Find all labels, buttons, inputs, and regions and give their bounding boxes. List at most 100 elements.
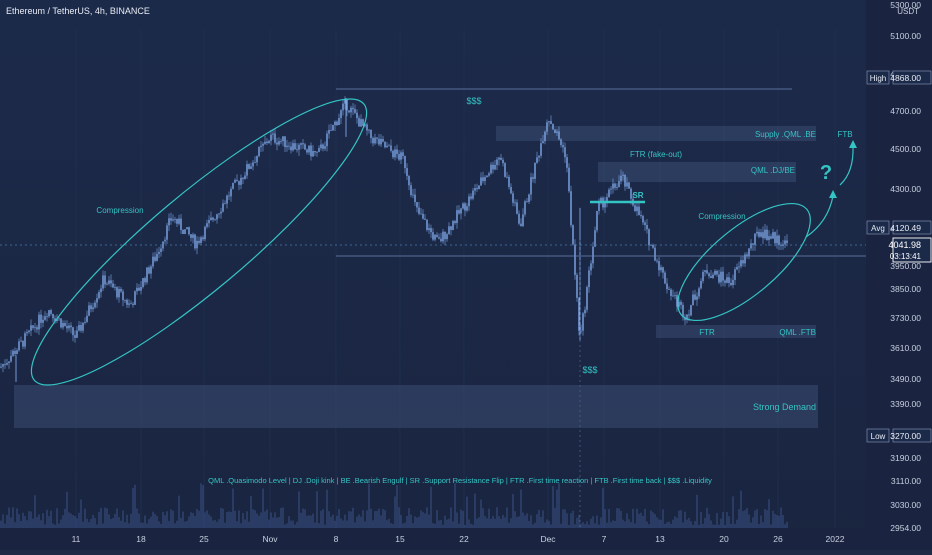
candle-body — [624, 174, 626, 187]
candle-body — [458, 210, 460, 214]
volume-bar — [484, 515, 486, 528]
volume-bar — [618, 508, 620, 528]
candle-body — [302, 143, 304, 145]
candle-body — [134, 291, 136, 305]
volume-bar — [432, 523, 434, 528]
candle-body — [702, 271, 704, 281]
volume-bar — [282, 507, 284, 528]
candle-body — [84, 321, 86, 323]
candle-body — [186, 227, 188, 230]
volume-bar — [114, 514, 116, 528]
candle-body — [54, 318, 56, 322]
candle-body — [324, 146, 326, 149]
candle-body — [34, 327, 36, 329]
avg-tag-box — [866, 220, 890, 235]
candle-body — [270, 134, 272, 141]
candle-body — [188, 227, 190, 235]
volume-bar — [278, 516, 280, 528]
volume-bar — [590, 518, 592, 528]
volume-bar — [690, 521, 692, 528]
volume-bar — [634, 523, 636, 528]
time-tick-label: 25 — [199, 534, 209, 544]
candle-body — [674, 295, 676, 296]
volume-bar — [500, 518, 502, 528]
candle-body — [86, 315, 88, 322]
volume-bar — [636, 508, 638, 528]
time-axis-panel[interactable] — [0, 528, 866, 550]
volume-bar — [654, 514, 656, 528]
volume-bar — [452, 521, 454, 528]
candle-body — [378, 138, 380, 145]
candle-body — [518, 213, 520, 224]
volume-bar — [78, 512, 80, 528]
candle-body — [46, 316, 48, 318]
volume-bar — [394, 496, 396, 528]
candle-body — [68, 325, 70, 329]
candle-body — [170, 218, 172, 221]
candle-body — [532, 177, 534, 179]
volume-bar — [672, 519, 674, 528]
candle-body — [300, 143, 302, 145]
candle-body — [90, 305, 92, 310]
candle-body — [248, 164, 250, 169]
candle-body — [164, 239, 166, 242]
volume-bar — [522, 512, 524, 528]
candle-body — [110, 280, 112, 284]
volume-bar — [318, 523, 320, 528]
candle-body — [652, 244, 654, 248]
candle-body — [6, 363, 8, 365]
time-tick-label: 22 — [459, 534, 469, 544]
volume-bar — [60, 519, 62, 528]
candle-body — [566, 157, 568, 168]
volume-bar — [568, 524, 570, 528]
volume-bar — [702, 523, 704, 528]
volume-bar — [132, 487, 134, 528]
candle-body — [328, 130, 330, 134]
volume-bar — [392, 523, 394, 528]
volume-bar — [554, 507, 556, 528]
candle-body — [664, 272, 666, 284]
volume-bar — [186, 520, 188, 528]
volume-bar — [710, 520, 712, 528]
volume-bar — [706, 507, 708, 528]
candle-body — [712, 274, 714, 278]
volume-bar — [558, 483, 560, 528]
candle-body — [714, 270, 716, 275]
volume-bar — [562, 509, 564, 528]
candle-body — [500, 157, 502, 160]
candle-body — [326, 133, 328, 147]
candle-body — [656, 260, 658, 262]
candle-body — [124, 299, 126, 301]
volume-bar — [600, 517, 602, 528]
candle-body — [218, 213, 220, 215]
volume-bar — [30, 511, 32, 528]
price-axis-panel[interactable] — [866, 0, 932, 550]
volume-bar — [378, 508, 380, 528]
candle-body — [778, 235, 780, 246]
candle-body — [94, 302, 96, 308]
volume-bar — [744, 510, 746, 528]
volume-bar — [188, 516, 190, 528]
volume-bar — [664, 523, 666, 528]
volume-bar — [272, 517, 274, 528]
volume-bar — [434, 523, 436, 528]
volume-bar — [628, 519, 630, 528]
volume-bar — [732, 496, 734, 528]
high-tag-value: 4868.00 — [890, 73, 921, 83]
candle-body — [184, 229, 186, 234]
candle-body — [30, 325, 32, 331]
symbol-title[interactable]: Ethereum / TetherUS, 4h, BINANCE — [6, 6, 150, 16]
volume-bar — [220, 507, 222, 528]
candle-body — [784, 240, 786, 245]
volume-bar — [104, 507, 106, 528]
candle-body — [136, 287, 138, 292]
candle-body — [88, 305, 90, 316]
candle-body — [430, 228, 432, 233]
candle-body — [172, 219, 174, 221]
volume-bar — [110, 518, 112, 528]
candle-body — [438, 237, 440, 239]
candle-body — [376, 137, 378, 139]
volume-bar — [50, 510, 52, 528]
volume-bar — [774, 513, 776, 528]
